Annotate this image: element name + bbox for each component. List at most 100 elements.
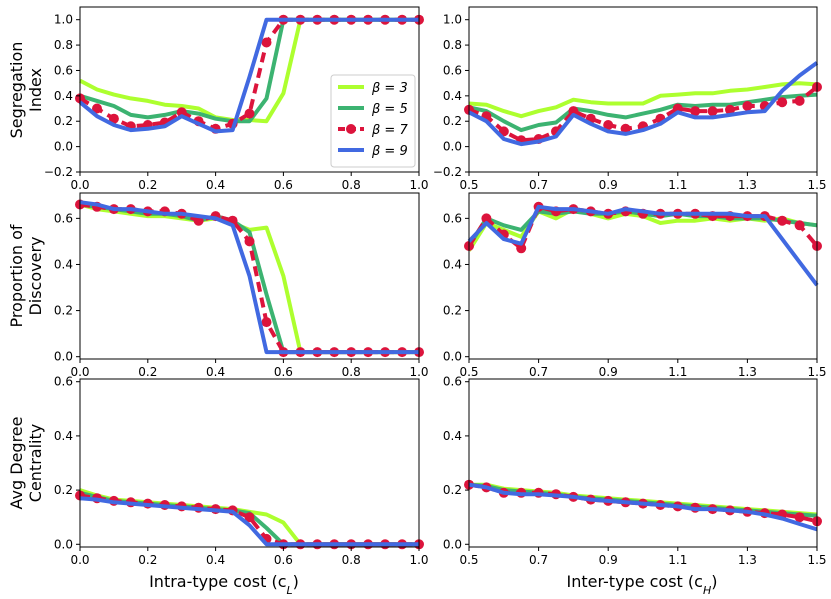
x-tick-label: 1.1 <box>668 178 687 192</box>
y-tick-label: 0.0 <box>443 350 462 364</box>
x-axis-label-left: Intra-type cost (cL) <box>149 572 299 597</box>
legend-box <box>330 74 416 168</box>
legend-label-beta-7: β = 7 <box>371 123 408 138</box>
x-tick-label: 1.5 <box>807 553 826 567</box>
x-tick-label: 1.3 <box>738 365 757 379</box>
chart-panel-discovery-left: 0.0 0.2 0.4 0.6 0.8 1.0 0.0 0.2 0.4 0.6 <box>54 192 429 379</box>
legend-marker-beta-7 <box>346 124 356 134</box>
series-point-beta-7 <box>244 236 255 247</box>
y-tick-label: 0.4 <box>443 257 462 271</box>
series-line-beta-9 <box>79 496 419 547</box>
series-line-beta-3 <box>468 81 818 119</box>
y-tick-label: −0.2 <box>44 165 73 179</box>
x-tick-label: 0.4 <box>206 553 225 567</box>
x-tick-label: 0.8 <box>342 553 361 567</box>
series-point-beta-7 <box>725 104 735 115</box>
series-point-beta-7 <box>481 213 492 224</box>
y-tick-label: 0.4 <box>54 257 73 271</box>
y-tick-label: 0.4 <box>443 89 462 103</box>
x-tick-label: 0.7 <box>529 178 548 192</box>
legend-label-beta-9: β = 9 <box>371 144 408 159</box>
y-tick-label: 0.6 <box>443 211 462 225</box>
y-axis-label-line: Avg Degree <box>7 417 26 510</box>
series-point-beta-7 <box>176 107 187 118</box>
y-tick-label: 0.0 <box>443 140 462 154</box>
chart-panel-centrality-left: 0.0 0.2 0.4 0.6 0.8 1.0 0.0 0.2 0.4 0.6 <box>54 375 429 567</box>
chart-panel-segregation-left: 0.0 0.2 0.4 0.6 0.8 1.0−0.20.00.20.40.60.81.0 <box>44 6 429 192</box>
series-point-beta-7 <box>244 108 255 119</box>
y-tick-label: 0.2 <box>54 304 73 318</box>
series-point-beta-7 <box>777 215 788 226</box>
x-tick-label: 0.4 <box>206 178 225 192</box>
series-point-beta-7 <box>92 103 102 114</box>
y-axis-label-row-3: Avg DegreeCentrality <box>7 417 45 510</box>
y-tick-label: 0.2 <box>443 114 462 128</box>
x-tick-label: 0.2 <box>138 553 157 567</box>
x-tick-label: 1.3 <box>738 178 757 192</box>
plot-frame <box>79 6 420 173</box>
plot-frame <box>468 378 818 548</box>
y-tick-label: 0.6 <box>54 211 73 225</box>
y-axis-label-row-2: Proportion ofDiscovery <box>7 224 45 327</box>
x-tick-label: 0.7 <box>529 553 548 567</box>
x-tick-label: 1.0 <box>409 365 428 379</box>
y-axis-label-row-1: SegregationIndex <box>7 42 45 139</box>
x-tick-label: 1.1 <box>668 553 687 567</box>
series-point-beta-7 <box>777 97 788 108</box>
x-tick-label: 0.7 <box>529 365 548 379</box>
series-point-beta-7 <box>794 512 805 523</box>
y-tick-label: 0.6 <box>443 375 462 389</box>
series-point-beta-7 <box>620 123 631 134</box>
x-tick-label: 0.0 <box>70 365 89 379</box>
x-tick-label: 0.6 <box>274 553 293 567</box>
y-tick-label: 0.2 <box>443 483 462 497</box>
plot-frame <box>79 192 420 360</box>
x-tick-label: 0.2 <box>138 178 157 192</box>
chart-panel-segregation-right: 0.5 0.7 0.9 1.1 1.3 1.5 −0.2 0.0 0.2 0.4 0.6 0.8 1.0 <box>433 6 827 192</box>
chart-panel-discovery-right: 0.5 0.7 0.9 1.1 1.3 1.5 0.0 0.2 0.4 0.6 <box>443 192 827 379</box>
series-point-beta-7 <box>603 120 614 130</box>
series-line-beta-9 <box>468 482 818 532</box>
series-point-beta-7 <box>244 512 255 523</box>
y-tick-label: 0.4 <box>443 429 462 443</box>
x-tick-label: 1.5 <box>807 365 826 379</box>
x-tick-label: 1.0 <box>409 553 428 567</box>
y-tick-label: 0.8 <box>54 38 73 52</box>
series-line-beta-9 <box>468 61 819 147</box>
y-tick-label: 1.0 <box>54 13 73 27</box>
y-tick-label: 0.4 <box>54 429 73 443</box>
y-tick-label: 0.6 <box>54 63 73 77</box>
x-tick-label: 0.0 <box>70 178 89 192</box>
series-line-beta-9 <box>78 17 419 134</box>
x-axis-label-right: Inter-type cost (cH) <box>567 572 718 597</box>
y-tick-label: 0.4 <box>54 89 73 103</box>
x-tick-label: 0.5 <box>459 553 478 567</box>
y-tick-label: 0.2 <box>54 114 73 128</box>
legend-label-beta-3: β = 3 <box>371 81 408 96</box>
series-point-beta-7 <box>742 101 753 111</box>
x-tick-label: 0.9 <box>599 553 618 567</box>
y-tick-label: 0.8 <box>443 38 462 52</box>
x-tick-label: 1.5 <box>807 178 826 192</box>
series-point-beta-7 <box>261 37 272 48</box>
series-point-beta-7 <box>261 317 272 328</box>
y-axis-label-line: Centrality <box>26 424 45 502</box>
plot-frame <box>79 378 420 548</box>
x-tick-label: 0.0 <box>70 553 89 567</box>
y-axis-label-line: Segregation <box>7 42 26 139</box>
legend: β = 3 β = 5 β = 7 β = 9 <box>330 74 416 168</box>
x-tick-label: 0.8 <box>342 365 361 379</box>
x-tick-label: 0.5 <box>459 365 478 379</box>
y-tick-label: 0.0 <box>54 350 73 364</box>
x-tick-label: 0.4 <box>206 365 225 379</box>
series-point-beta-7 <box>516 243 527 254</box>
x-tick-label: 0.9 <box>599 178 618 192</box>
series-point-beta-7 <box>707 106 718 117</box>
y-tick-label: 0.6 <box>443 63 462 77</box>
x-tick-label: 0.8 <box>342 178 361 192</box>
y-tick-label: 0.2 <box>54 483 73 497</box>
y-tick-label: 0.6 <box>54 375 73 389</box>
series-line-beta-5 <box>468 92 818 133</box>
plot-frame <box>468 6 818 173</box>
